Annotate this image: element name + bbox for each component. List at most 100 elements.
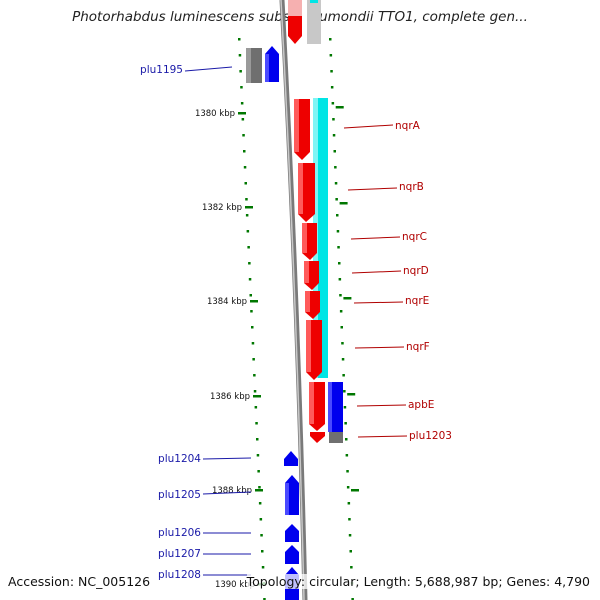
scale-tick-minor	[343, 297, 352, 300]
gene-plu1195-grey-shade	[246, 48, 251, 83]
track-dot	[256, 454, 260, 457]
scale-tick-minor	[351, 489, 359, 492]
genome-backbone-highlight	[280, 0, 305, 600]
gene-nqrC[interactable]	[302, 223, 317, 260]
gene-plu1204[interactable]	[284, 451, 298, 466]
gene-nqrE[interactable]	[305, 291, 320, 319]
track-dot	[253, 374, 256, 377]
gene-apbE-blue-shade	[328, 382, 332, 432]
track-dot	[334, 182, 338, 185]
gene-label-nqrD[interactable]: nqrD	[403, 265, 429, 277]
gene-label-nqrB[interactable]: nqrB	[399, 181, 424, 193]
track-dot	[339, 294, 342, 297]
gene-leader-line	[357, 435, 408, 438]
track-dot	[336, 230, 340, 233]
track-dot	[341, 358, 345, 361]
track-dot	[254, 406, 258, 409]
track-dot	[238, 54, 242, 57]
track-dot	[261, 550, 264, 553]
track-dot	[257, 470, 260, 473]
track-dot	[246, 230, 250, 233]
scale-tick-label: 1386 kbp	[210, 392, 250, 402]
track-dot	[252, 358, 255, 361]
gene-partial-top-pink	[288, 0, 302, 16]
gene-label-nqrA[interactable]: nqrA	[395, 120, 421, 132]
gene-label-nqrE[interactable]: nqrE	[405, 295, 429, 307]
gene-partial-top-grey[interactable]	[307, 0, 321, 44]
scale-tick	[238, 112, 246, 115]
track-dot	[255, 422, 258, 425]
gene-nqrF[interactable]	[306, 320, 322, 380]
scale-tick-minor	[347, 393, 356, 396]
scale-tick-label: 1390 kbp	[215, 580, 255, 590]
gene-partial-top-red-tip	[288, 36, 302, 44]
track-dot	[343, 406, 347, 409]
track-dot	[245, 198, 248, 201]
track-dot	[244, 182, 247, 185]
track-dot	[258, 486, 261, 489]
gene-plu1207[interactable]	[285, 545, 299, 564]
gene-nqrB[interactable]	[298, 163, 315, 222]
track-dot	[256, 438, 259, 441]
track-dot	[243, 150, 246, 153]
track-dot	[345, 438, 348, 441]
gene-nqrA[interactable]	[294, 99, 310, 160]
track-dots-left	[238, 38, 266, 600]
gene-plu1203-grey[interactable]	[329, 432, 343, 443]
track-dot	[240, 102, 244, 105]
track-dot	[340, 326, 343, 329]
track-dot	[349, 550, 352, 553]
gene-plu1203-red[interactable]	[310, 432, 325, 443]
track-dot	[238, 38, 241, 41]
track-dot	[333, 150, 336, 153]
track-dot	[251, 342, 255, 345]
track-dot	[241, 118, 245, 121]
track-dot	[344, 422, 347, 425]
gene-leader-line	[343, 124, 394, 129]
track-dot	[338, 278, 342, 281]
gene-nqrD[interactable]	[304, 261, 319, 290]
gene-label-plu1195[interactable]: plu1195	[140, 64, 183, 76]
track-dot	[261, 566, 265, 569]
track-dot	[334, 166, 337, 169]
track-dot	[336, 214, 339, 217]
gene-leader-line	[350, 236, 401, 240]
gene-label-plu1204[interactable]: plu1204	[158, 453, 201, 465]
gene-plu1195-blue-shade	[265, 54, 269, 82]
gene-label-nqrC[interactable]: nqrC	[402, 231, 427, 243]
accession-text: Accession: NC_005126	[8, 574, 151, 589]
gene-labels-left: plu1195 plu1204 plu1205 plu1206 plu1207 plu12…	[140, 64, 252, 581]
track-dot	[240, 86, 243, 89]
scale-tick	[245, 206, 253, 209]
gene-label-nqrF[interactable]: nqrF	[406, 341, 430, 353]
scale-tick-label: 1380 kbp	[195, 109, 235, 119]
track-dot	[245, 214, 249, 217]
track-dot	[335, 198, 338, 201]
gene-label-plu1203[interactable]: plu1203	[409, 430, 452, 442]
track-dot	[249, 294, 252, 297]
scale-tick	[250, 300, 258, 303]
genome-summary-text: Topology: circular; Length: 5,688,987 bp…	[246, 574, 590, 589]
track-dot	[250, 310, 253, 313]
track-dot	[248, 278, 252, 281]
gene-leader-line	[202, 491, 252, 495]
gene-plu1205[interactable]	[285, 475, 299, 515]
gene-label-plu1208[interactable]: plu1208	[158, 569, 201, 581]
track-dot	[242, 134, 245, 137]
track-dots-right	[329, 38, 354, 600]
track-dot	[258, 502, 262, 505]
gene-leader-line	[354, 346, 405, 349]
gene-label-plu1205[interactable]: plu1205	[158, 489, 201, 501]
gene-leader-line	[351, 270, 402, 274]
gene-label-apbE[interactable]: apbE	[408, 399, 434, 411]
track-dot	[247, 246, 250, 249]
gene-label-plu1206[interactable]: plu1206	[158, 527, 201, 539]
gene-apbE[interactable]	[309, 382, 325, 431]
scale-tick-label: 1388 kbp	[212, 486, 252, 496]
scale-tick-label: 1382 kbp	[202, 203, 242, 213]
gene-label-plu1207[interactable]: plu1207	[158, 548, 201, 560]
gene-plu1206[interactable]	[285, 524, 299, 542]
track-dot	[329, 38, 332, 41]
track-dot	[339, 310, 343, 313]
